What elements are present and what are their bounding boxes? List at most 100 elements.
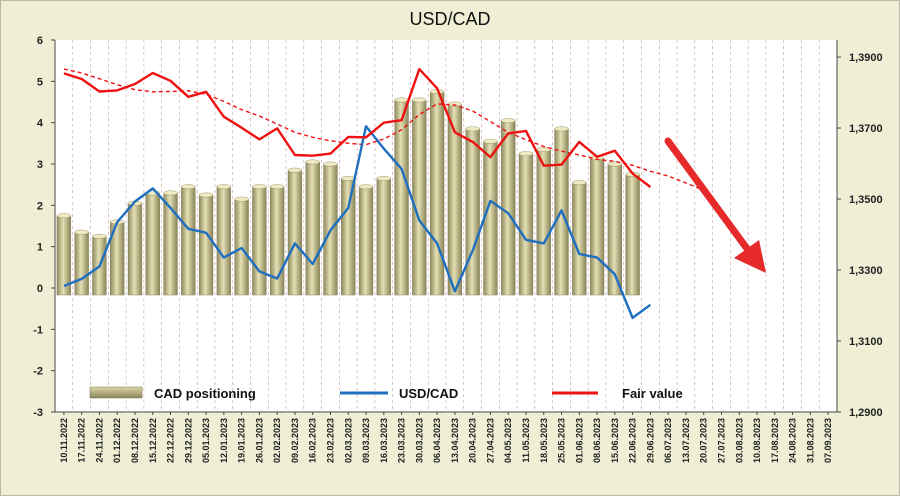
left-tick-label: 5 — [37, 76, 43, 88]
bar-cad-positioning — [376, 178, 391, 296]
x-tick-label: 25.05.2023 — [557, 418, 567, 463]
x-tick-label: 06.04.2023 — [432, 418, 442, 463]
right-tick-label: 1,3100 — [849, 336, 883, 348]
arrow-shaft — [664, 137, 752, 254]
bar-top — [572, 180, 587, 186]
line-fair-value — [63, 67, 652, 188]
x-tick-label: 24.08.2023 — [788, 418, 798, 463]
bar-cad-positioning — [501, 120, 516, 296]
bar-top — [358, 184, 374, 190]
x-tick-label: 26.01.2023 — [254, 418, 264, 463]
x-tick-label: 16.03.2023 — [379, 418, 389, 463]
bar-top — [554, 126, 569, 132]
bar-cad-positioning — [589, 157, 605, 296]
bar-cad-positioning — [305, 161, 320, 296]
bar-cad-positioning — [198, 194, 214, 296]
legend-label-fair-value: Fair value — [622, 386, 683, 401]
bar-top — [270, 184, 285, 190]
bar-cad-positioning — [358, 186, 374, 296]
bar-top — [163, 190, 178, 196]
x-tick-label: 01.06.2023 — [574, 418, 584, 463]
left-tick-label: 0 — [37, 283, 43, 295]
bar-cad-positioning — [74, 231, 89, 296]
line-usd-cad — [63, 125, 652, 320]
x-tick-label: 20.04.2023 — [468, 418, 478, 463]
x-tick-label: 22.06.2023 — [628, 418, 638, 463]
bar-top — [394, 97, 409, 103]
vertical-gridlines — [54, 40, 838, 412]
x-tick-label: 17.11.2022 — [77, 418, 87, 463]
bar-cad-positioning — [216, 186, 231, 296]
x-tick-label: 11.05.2023 — [521, 418, 531, 463]
bar-top — [341, 176, 356, 181]
series-lines — [63, 67, 704, 320]
bar-cad-positioning — [252, 186, 267, 296]
axes: 6 5 4 3 2 1 0 -1 -2 -3 1,3900 1,3700 1,3500 1,3300 1,3… — [33, 35, 882, 463]
x-tick-label: 05.01.2023 — [201, 418, 211, 463]
bar-top — [74, 229, 89, 235]
x-tick-label: 23.03.2023 — [397, 418, 407, 463]
bar-cad-positioning — [127, 203, 143, 296]
right-tick-label: 1,3900 — [849, 52, 883, 64]
x-tick-label: 23.02.2023 — [325, 418, 335, 463]
x-tick-label: 16.02.2023 — [308, 418, 318, 463]
x-tick-label: 24.11.2022 — [94, 418, 104, 463]
left-tick-label: 4 — [37, 118, 44, 130]
bar-top — [252, 184, 267, 190]
left-tick-label: -3 — [33, 407, 43, 419]
x-tick-label: 29.06.2023 — [645, 418, 655, 463]
chart-title: USD/CAD — [409, 9, 490, 29]
bar-top — [412, 97, 427, 103]
bar-top — [234, 196, 249, 202]
bar-top — [518, 151, 534, 157]
x-tick-label: 06.07.2023 — [663, 418, 673, 463]
x-tick-label: 09.03.2023 — [361, 418, 371, 463]
bar-top — [483, 138, 498, 144]
x-tick-label: 03.08.2023 — [734, 418, 744, 463]
bar-cad-positioning — [536, 149, 551, 296]
x-tick-label: 12.01.2023 — [219, 418, 229, 463]
left-tick-label: -2 — [33, 366, 43, 378]
bar-cad-positioning — [465, 128, 480, 296]
x-tick-label: 13.04.2023 — [450, 418, 460, 463]
x-tick-label: 31.08.2023 — [805, 418, 815, 463]
bar-top — [607, 161, 622, 167]
x-tick-label: 22.12.2022 — [166, 418, 176, 463]
left-tick-label: 2 — [37, 200, 43, 212]
legend: CAD positioning USD/CAD Fair value — [89, 386, 683, 401]
arrow-head — [734, 240, 766, 273]
legend-label-usdcad: USD/CAD — [399, 386, 458, 401]
x-tick-label: 02.02.2023 — [272, 418, 282, 463]
x-tick-label: 27.07.2023 — [716, 418, 726, 463]
bar-cad-positioning — [625, 174, 640, 296]
left-tick-label: 1 — [37, 242, 43, 254]
x-tick-label: 30.03.2023 — [414, 418, 424, 463]
x-tick-label: 27.04.2023 — [485, 418, 495, 463]
x-tick-label: 01.12.2022 — [112, 418, 122, 463]
x-tick-label: 18.05.2023 — [539, 418, 549, 463]
bar-cad-positioning — [518, 153, 534, 296]
bar-cad-positioning — [145, 192, 160, 296]
legend-swatch-cad-positioning — [89, 386, 143, 399]
left-tick-label: 3 — [37, 159, 43, 171]
bar-top — [323, 161, 338, 167]
x-tick-label: 04.05.2023 — [503, 418, 513, 463]
left-tick-label: 6 — [37, 35, 43, 47]
bar-cad-positioning — [181, 186, 196, 296]
bar-top — [501, 118, 516, 124]
x-tick-label: 17.08.2023 — [770, 418, 780, 463]
x-tick-label: 10.11.2022 — [59, 418, 69, 463]
right-tick-label: 1,3300 — [849, 265, 883, 277]
x-tick-label: 13.07.2023 — [681, 418, 691, 463]
x-tick-label: 08.06.2023 — [592, 418, 602, 463]
x-tick-label: 08.12.2022 — [130, 418, 140, 463]
bar-cad-positioning — [483, 141, 498, 296]
x-tick-label: 07.09.2023 — [823, 418, 833, 463]
bar-top — [287, 167, 303, 173]
x-tick-label: 10.08.2023 — [752, 418, 762, 463]
legend-label-cad-positioning: CAD positioning — [154, 386, 256, 401]
x-tick-label: 20.07.2023 — [699, 418, 709, 463]
bar-top — [216, 184, 231, 190]
right-tick-label: 1,3500 — [849, 194, 883, 206]
